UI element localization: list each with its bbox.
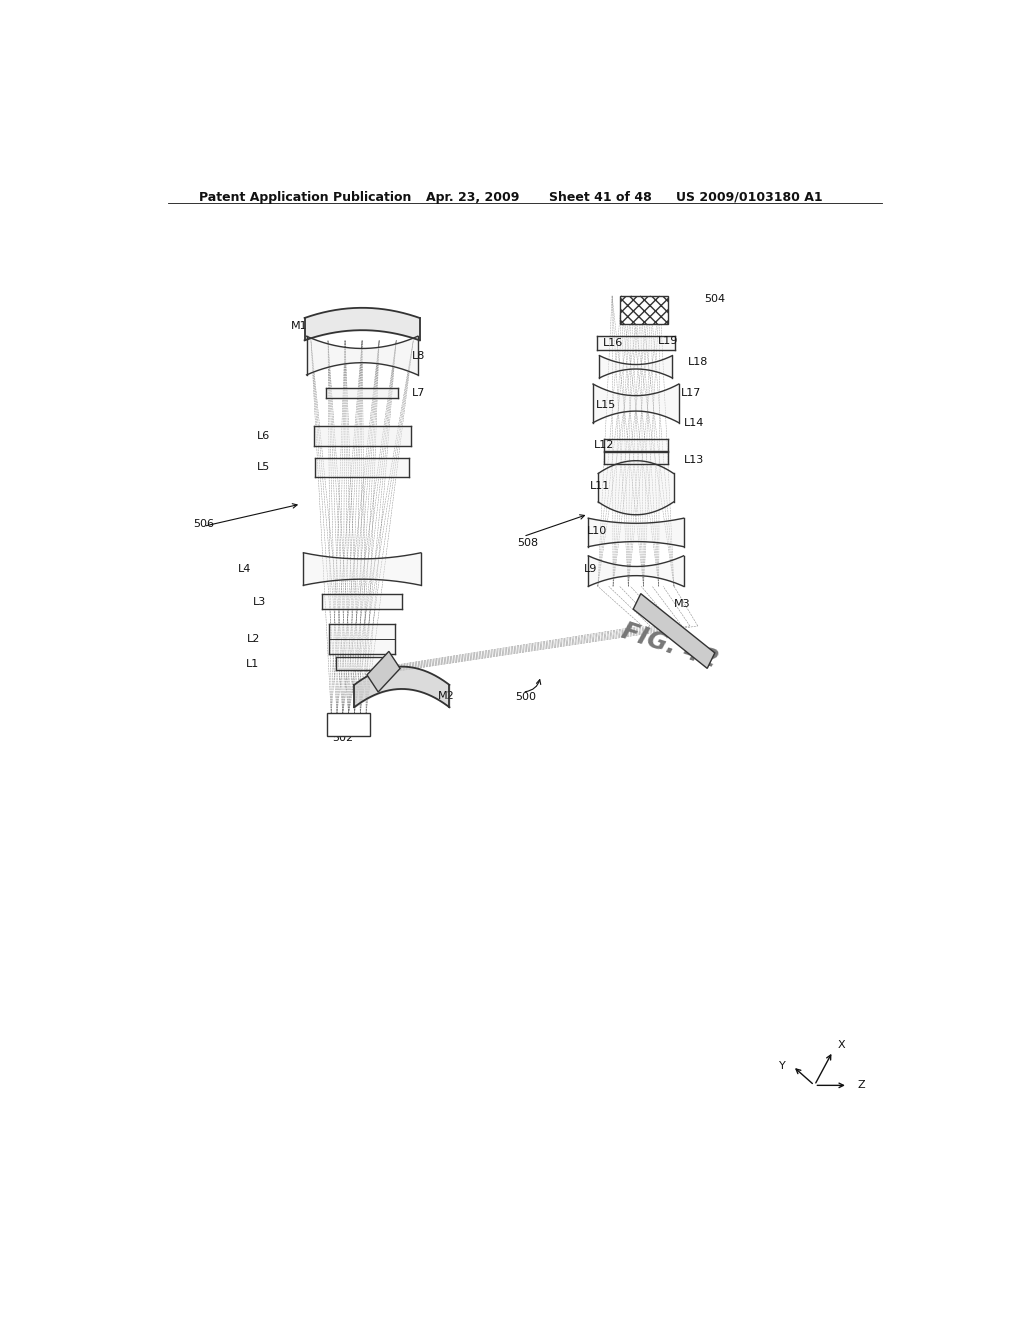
Text: L16: L16 <box>602 338 623 348</box>
Text: L1: L1 <box>246 659 259 668</box>
Polygon shape <box>633 594 715 668</box>
Text: M2: M2 <box>437 692 455 701</box>
Bar <box>327 713 371 735</box>
Bar <box>620 296 668 325</box>
Text: L9: L9 <box>584 564 597 574</box>
Text: US 2009/0103180 A1: US 2009/0103180 A1 <box>676 191 822 203</box>
Text: L13: L13 <box>684 455 703 465</box>
Text: L17: L17 <box>681 388 701 399</box>
Text: L3: L3 <box>253 597 266 607</box>
Text: L15: L15 <box>596 400 616 411</box>
Text: 506: 506 <box>194 519 214 529</box>
Text: L8: L8 <box>412 351 426 360</box>
Text: L19: L19 <box>658 337 679 346</box>
Polygon shape <box>367 651 400 692</box>
Text: L2: L2 <box>247 634 260 644</box>
Text: L10: L10 <box>587 527 607 536</box>
Text: Z: Z <box>857 1080 865 1090</box>
Text: Patent Application Publication: Patent Application Publication <box>200 191 412 203</box>
Text: L6: L6 <box>257 430 270 441</box>
Text: Apr. 23, 2009: Apr. 23, 2009 <box>426 191 519 203</box>
Text: 504: 504 <box>705 293 725 304</box>
Text: Y: Y <box>778 1061 785 1071</box>
Text: FIG. 42: FIG. 42 <box>618 619 721 673</box>
Text: L18: L18 <box>687 356 708 367</box>
Text: L14: L14 <box>684 417 703 428</box>
Text: L5: L5 <box>257 462 270 473</box>
Text: 500: 500 <box>515 692 537 702</box>
Text: M1: M1 <box>291 321 307 331</box>
Text: 508: 508 <box>517 537 538 548</box>
Text: L4: L4 <box>238 564 251 574</box>
Text: L11: L11 <box>590 480 610 491</box>
Text: Sheet 41 of 48: Sheet 41 of 48 <box>549 191 651 203</box>
Text: X: X <box>838 1040 845 1051</box>
Text: M3: M3 <box>674 598 690 609</box>
Text: L7: L7 <box>412 388 426 399</box>
Text: 502: 502 <box>332 733 353 743</box>
Text: L12: L12 <box>594 440 614 450</box>
